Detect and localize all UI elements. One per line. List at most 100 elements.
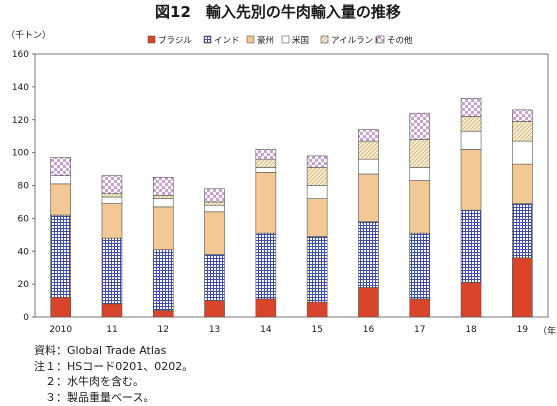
bar-16-series-5: [358, 140, 379, 160]
y-axis-unit: （千トン）: [6, 30, 51, 41]
bar-11-series-4: [101, 196, 123, 204]
bar-19-series-2: [512, 203, 533, 259]
bar-12-series-2: [152, 249, 174, 311]
legend-label-5: アイルランド: [331, 36, 382, 46]
bar-2010-series-6: [50, 157, 71, 176]
x-axis-unit: （年）: [538, 325, 557, 337]
bar-17-series-5: [409, 139, 431, 168]
bar-17-series-6: [409, 112, 431, 140]
bar-19-series-4: [512, 140, 533, 165]
y-tick-label-60: 60: [18, 214, 30, 224]
bar-18-series-4: [460, 130, 482, 150]
bar-12-series-4: [152, 198, 174, 208]
bar-15-series-3: [306, 198, 328, 237]
bar-17-series-1: [409, 298, 431, 318]
legend-label-4: 米国: [292, 35, 309, 46]
bar-17-series-4: [409, 167, 431, 181]
bar-19-series-5: [512, 121, 533, 142]
bar-2010-series-3: [50, 183, 71, 216]
bar-13-series-4: [204, 204, 225, 213]
bar-16-series-6: [358, 129, 379, 142]
bar-19-series-6: [512, 109, 533, 122]
bar-14-series-2: [255, 232, 277, 300]
legend-label-3: 豪州: [257, 35, 274, 46]
bar-16-series-2: [358, 221, 379, 288]
legend-label-6: その他: [387, 35, 413, 46]
bar-2010-series-4: [50, 175, 71, 185]
x-tick-label-16: 16: [363, 325, 375, 335]
bar-12-series-5: [152, 195, 174, 199]
bar-18-series-3: [460, 149, 482, 211]
bar-2010-series-2: [50, 214, 71, 298]
bar-14-series-1: [255, 298, 277, 318]
bar-13-series-3: [204, 211, 225, 255]
bar-2010-series-1: [50, 296, 71, 318]
bar-11-series-6: [101, 175, 123, 195]
x-tick-label-12: 12: [158, 325, 169, 335]
note-2: ２：水牛肉を含む。: [34, 375, 144, 388]
bar-16-series-4: [358, 158, 379, 175]
bar-19-series-3: [512, 163, 533, 204]
y-tick-label-120: 120: [12, 116, 29, 126]
legend: ブラジル インド 豪州 米国 アイルランド その他: [147, 35, 413, 46]
legend-swatch-6: [376, 35, 385, 44]
x-tick-label-2010: 2010: [49, 325, 72, 335]
bar-15-series-5: [306, 167, 328, 186]
legend-swatch-1: [147, 35, 156, 44]
y-tick-label-40: 40: [18, 247, 30, 257]
legend-label-1: ブラジル: [158, 35, 192, 46]
bar-19-series-1: [512, 257, 533, 318]
note-source: 資料：Global Trade Atlas: [34, 344, 167, 357]
x-tick-label-17: 17: [414, 325, 425, 335]
bar-14-series-5: [255, 158, 277, 168]
bar-14-series-4: [255, 167, 277, 173]
bar-16-series-1: [358, 287, 379, 318]
bar-15-series-4: [306, 185, 328, 199]
plot-area: 0 20 40 60 80 100 120 140 160 2010 11 12 13 14 15 16 17 1…: [12, 50, 549, 335]
bar-13-series-1: [204, 300, 225, 318]
bar-13-series-5: [204, 201, 225, 206]
legend-label-2: インド: [214, 36, 240, 46]
legend-swatch-5: [320, 35, 329, 44]
bar-18-series-2: [460, 209, 482, 283]
bar-14-series-3: [255, 172, 277, 234]
x-tick-label-19: 19: [517, 325, 529, 335]
bar-15-series-1: [306, 301, 328, 318]
bar-11-series-3: [101, 203, 123, 239]
legend-swatch-2: [203, 35, 212, 44]
bar-12-series-1: [152, 310, 174, 318]
x-tick-label-15: 15: [311, 325, 322, 335]
bar-11-series-5: [101, 193, 123, 198]
y-tick-label-80: 80: [18, 182, 30, 192]
bar-16-series-3: [358, 173, 379, 222]
bar-14-series-6: [255, 149, 277, 160]
bar-17-series-3: [409, 180, 431, 234]
bar-12-series-6: [152, 176, 174, 196]
chart-title: 図12 輸入先別の牛肉輸入量の推移: [155, 3, 401, 21]
bar-12-series-3: [152, 206, 174, 250]
legend-swatch-3: [246, 35, 255, 44]
x-tick-label-14: 14: [260, 325, 272, 335]
notes: 資料：Global Trade Atlas 注１：HSコード0201、0202。…: [34, 343, 193, 405]
bar-13-series-2: [204, 254, 225, 301]
note-3: ３：製品重量ベース。: [34, 390, 155, 404]
legend-swatch-4: [281, 35, 290, 44]
x-tick-label-18: 18: [465, 325, 477, 335]
bar-15-series-6: [306, 155, 328, 168]
y-tick-label-20: 20: [18, 280, 30, 290]
bar-13-series-6: [204, 188, 225, 203]
bar-17-series-2: [409, 232, 431, 300]
bar-18-series-1: [460, 282, 482, 318]
x-tick-label-11: 11: [106, 325, 117, 335]
y-tick-label-160: 160: [12, 50, 29, 60]
bar-18-series-6: [460, 98, 482, 117]
x-tick-label-13: 13: [209, 325, 220, 335]
bar-18-series-5: [460, 116, 482, 132]
bar-11-series-2: [101, 237, 123, 305]
bar-15-series-2: [306, 236, 328, 303]
y-tick-label-0: 0: [23, 313, 29, 323]
y-tick-label-140: 140: [12, 83, 29, 93]
y-tick-label-100: 100: [12, 149, 29, 159]
note-1: 注１：HSコード0201、0202。: [34, 359, 194, 373]
